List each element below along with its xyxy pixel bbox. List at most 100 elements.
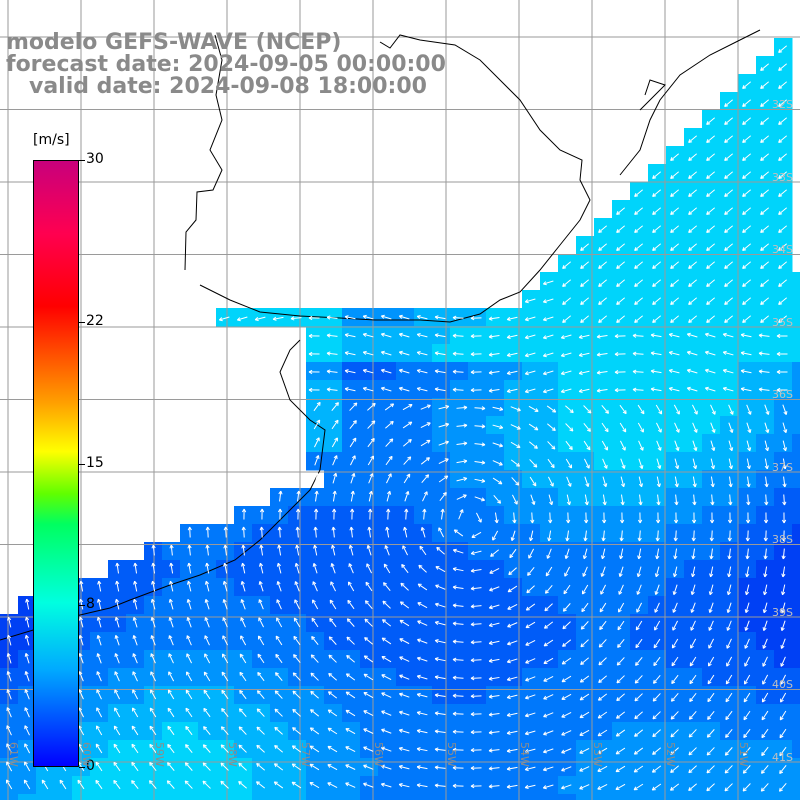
wind-vector — [169, 580, 174, 592]
wind-speed-cell — [720, 614, 739, 633]
wind-speed-cell — [684, 632, 703, 651]
wind-vector — [452, 369, 464, 374]
wind-speed-cell — [792, 362, 800, 381]
wind-speed-cell — [594, 380, 613, 399]
wind-vector — [332, 508, 337, 520]
wind-speed-cell — [450, 686, 469, 705]
wind-vector — [584, 512, 589, 524]
wind-vector — [150, 616, 156, 628]
wind-vector — [727, 548, 732, 560]
wind-speed-cell — [504, 506, 523, 525]
wind-vector — [416, 350, 428, 356]
wind-vector — [186, 671, 193, 682]
wind-speed-cell — [720, 560, 739, 579]
wind-speed-cell — [432, 470, 451, 489]
wind-speed-cell — [738, 704, 757, 723]
wind-speed-cell — [360, 794, 379, 800]
wind-vector — [726, 584, 732, 596]
wind-speed-cell — [648, 254, 667, 273]
wind-vector — [434, 602, 446, 608]
wind-speed-cell — [738, 182, 757, 201]
wind-vector — [619, 530, 624, 542]
wind-vector — [686, 368, 698, 374]
wind-vector — [598, 315, 608, 323]
wind-speed-cell — [450, 740, 469, 759]
wind-vector — [488, 622, 500, 628]
wind-speed-cell — [558, 290, 577, 309]
wind-vector — [474, 406, 486, 411]
wind-vector — [204, 617, 210, 628]
wind-vector — [745, 548, 750, 560]
wind-speed-cell — [738, 578, 757, 597]
wind-speed-cell — [774, 74, 793, 93]
wind-vector — [258, 599, 264, 610]
wind-vector — [221, 689, 229, 700]
wind-vector — [742, 225, 752, 233]
wind-vector — [709, 548, 714, 560]
wind-speed-cell — [486, 740, 505, 759]
wind-vector — [151, 562, 156, 574]
wind-vector — [438, 440, 449, 446]
wind-vector — [488, 658, 500, 663]
wind-vector — [470, 604, 482, 609]
wind-vector — [672, 620, 679, 631]
wind-speed-cell — [468, 578, 487, 597]
wind-vector — [598, 279, 608, 287]
wind-speed-cell — [540, 524, 559, 543]
wind-vector — [386, 473, 392, 484]
wind-vector — [580, 621, 589, 630]
wind-vector — [724, 171, 734, 179]
wind-speed-cell — [576, 488, 595, 507]
wind-vector — [524, 298, 536, 304]
wind-vector — [709, 566, 714, 578]
wind-vector — [580, 243, 590, 251]
wind-vector — [507, 603, 518, 610]
wind-vector — [708, 584, 714, 596]
wind-vector — [706, 135, 716, 143]
wind-vector — [511, 494, 518, 505]
wind-vector — [350, 455, 356, 466]
wind-speed-cell — [666, 560, 685, 579]
wind-speed-cell — [774, 560, 793, 579]
wind-vector — [563, 584, 571, 595]
wind-vector — [79, 580, 84, 592]
wind-speed-cell — [540, 380, 559, 399]
wind-vector — [362, 386, 374, 392]
wind-speed-cell — [576, 506, 595, 525]
wind-vector — [632, 387, 644, 392]
wind-speed-cell — [684, 704, 703, 723]
wind-speed-cell — [180, 524, 199, 543]
wind-speed-cell — [468, 416, 487, 435]
wind-vector — [706, 261, 716, 269]
wind-vector — [763, 584, 768, 596]
wind-speed-cell — [792, 614, 800, 633]
wind-vector — [114, 616, 120, 628]
wind-vector — [727, 530, 732, 542]
wind-speed-cell — [450, 632, 469, 651]
wind-speed-cell — [306, 542, 325, 561]
wind-vector — [506, 694, 518, 700]
wind-speed-cell — [594, 506, 613, 525]
wind-vector — [380, 368, 392, 374]
wind-vector — [239, 671, 247, 682]
wind-vector — [543, 657, 554, 664]
wind-speed-cell — [306, 452, 325, 471]
wind-vector — [312, 562, 318, 574]
longitude-label: 51W — [737, 742, 750, 767]
wind-vector — [548, 512, 553, 524]
wind-speed-cell — [108, 794, 127, 800]
wind-speed-cell — [684, 560, 703, 579]
wind-vector — [349, 526, 354, 538]
wind-speed-cell — [738, 758, 757, 777]
wind-vector — [746, 404, 752, 415]
wind-vector — [419, 545, 427, 556]
wind-speed-cell — [666, 722, 685, 741]
wind-speed-cell — [558, 614, 577, 633]
wind-speed-cell — [612, 506, 631, 525]
wind-vector — [346, 618, 355, 627]
wind-vector — [434, 620, 446, 626]
wind-vector — [240, 635, 247, 646]
wind-vector — [96, 616, 102, 628]
wind-speed-cell — [108, 614, 127, 633]
wind-vector — [381, 655, 392, 663]
